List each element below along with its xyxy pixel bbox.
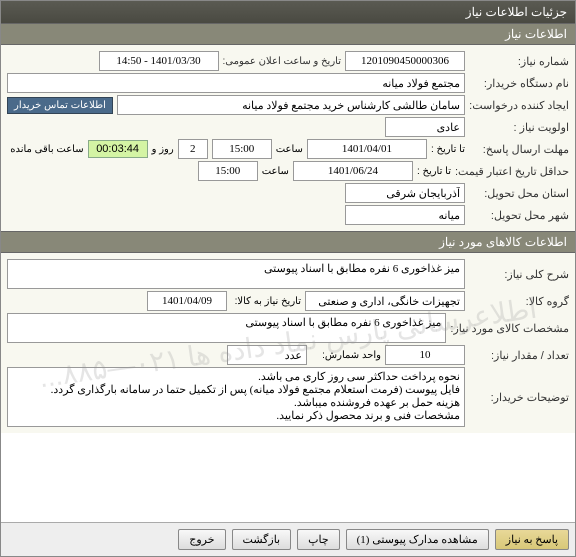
to-date-label: تا تاریخ :	[431, 144, 465, 155]
city-input[interactable]	[345, 205, 465, 225]
need-date-label: تاریخ نیاز به کالا:	[231, 296, 301, 307]
exit-button[interactable]: خروج	[178, 529, 225, 550]
section2-content: شرح کلی نیاز: گروه کالا: تاریخ نیاز به ک…	[1, 253, 575, 433]
desc-label: شرح کلی نیاز:	[469, 268, 569, 281]
to-date-label-2: تا تاریخ :	[417, 166, 451, 177]
time-label-2: ساعت	[262, 166, 289, 177]
city-label: شهر محل تحویل:	[469, 209, 569, 222]
notes-label: توضیحات خریدار:	[469, 391, 569, 404]
need-date-input[interactable]	[147, 291, 227, 311]
back-button[interactable]: بازگشت	[232, 529, 292, 550]
section1-header: اطلاعات نیاز	[1, 23, 575, 45]
priority-label: اولویت نیاز :	[469, 121, 569, 134]
section2-header: اطلاعات کالاهای مورد نیاز	[1, 231, 575, 253]
remaining-label: ساعت باقی مانده	[10, 144, 83, 155]
section1-content: شماره نیاز: تاریخ و ساعت اعلان عمومی: نا…	[1, 45, 575, 231]
notes-textarea[interactable]	[7, 367, 465, 427]
creator-label: ایجاد کننده درخواست:	[469, 99, 569, 112]
validity-time-input[interactable]	[198, 161, 258, 181]
announce-label: تاریخ و ساعت اعلان عمومی:	[223, 56, 342, 67]
days-input[interactable]	[178, 139, 208, 159]
announce-input[interactable]	[99, 51, 219, 71]
contact-button[interactable]: اطلاعات تماس خریدار	[7, 97, 113, 114]
deadline-date-input[interactable]	[307, 139, 427, 159]
validity-date-input[interactable]	[293, 161, 413, 181]
unit-label: واحد شمارش:	[311, 350, 381, 361]
buyer-label: نام دستگاه خریدار:	[469, 77, 569, 90]
print-button[interactable]: چاپ	[297, 529, 340, 550]
time-label-1: ساعت	[276, 144, 303, 155]
deadline-time-input[interactable]	[212, 139, 272, 159]
creator-input[interactable]	[117, 95, 465, 115]
validity-label: حداقل تاریخ اعتبار قیمت:	[455, 165, 569, 178]
attachments-button[interactable]: مشاهده مدارک پیوستی (1)	[346, 529, 489, 550]
deadline-label: مهلت ارسال پاسخ:	[469, 143, 569, 156]
need-no-input[interactable]	[345, 51, 465, 71]
days-label: روز و	[152, 144, 174, 155]
group-label: گروه کالا:	[469, 295, 569, 308]
reply-button[interactable]: پاسخ به نیاز	[495, 529, 569, 550]
priority-input[interactable]	[385, 117, 465, 137]
province-input[interactable]	[345, 183, 465, 203]
desc-textarea[interactable]	[7, 259, 465, 289]
buyer-input[interactable]	[7, 73, 465, 93]
window-title: جزئیات اطلاعات نیاز	[466, 5, 567, 19]
countdown-display: 00:03:44	[88, 140, 148, 158]
footer-bar: پاسخ به نیاز مشاهده مدارک پیوستی (1) چاپ…	[1, 522, 575, 556]
province-label: استان محل تحویل:	[469, 187, 569, 200]
window-titlebar: جزئیات اطلاعات نیاز	[1, 1, 575, 23]
qty-label: تعداد / مقدار نیاز:	[469, 349, 569, 362]
group-input[interactable]	[305, 291, 465, 311]
qty-input[interactable]	[385, 345, 465, 365]
unit-input[interactable]	[227, 345, 307, 365]
need-no-label: شماره نیاز:	[469, 55, 569, 68]
spec-label: مشخصات کالای مورد نیاز:	[450, 322, 569, 335]
main-window: جزئیات اطلاعات نیاز اطلاعات نیاز شماره ن…	[0, 0, 576, 557]
spacer	[1, 433, 575, 522]
spec-textarea[interactable]	[7, 313, 446, 343]
